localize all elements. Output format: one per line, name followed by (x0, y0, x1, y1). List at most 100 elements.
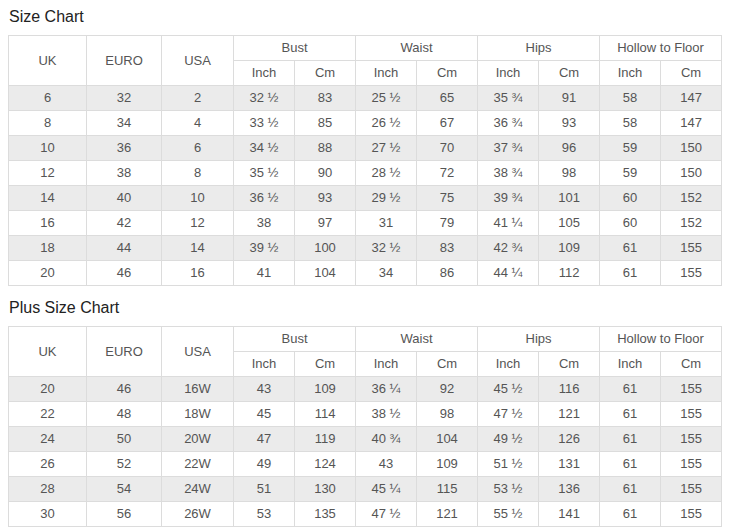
size-chart-table-head: UK EURO USA Bust Waist Hips Hollow to Fl… (9, 36, 722, 86)
table-cell: 109 (417, 452, 478, 477)
table-cell: 155 (661, 477, 722, 502)
table-row: 1642123897317941 ¼10560152 (9, 211, 722, 236)
table-cell: 92 (417, 377, 478, 402)
table-cell: 79 (417, 211, 478, 236)
size-chart-title: Size Chart (9, 8, 722, 26)
table-row: 1238835 ½9028 ½7238 ¾9859150 (9, 161, 722, 186)
table-cell: 26W (162, 502, 234, 527)
table-cell: 46 (87, 377, 162, 402)
table-cell: 98 (417, 402, 478, 427)
table-cell: 98 (539, 161, 600, 186)
table-cell: 85 (295, 111, 356, 136)
column-header-usa: USA (162, 36, 234, 86)
table-cell: 155 (661, 261, 722, 286)
table-row: 632232 ½8325 ½6535 ¾9158147 (9, 86, 722, 111)
table-cell: 109 (539, 236, 600, 261)
table-cell: 83 (295, 86, 356, 111)
table-cell: 86 (417, 261, 478, 286)
column-header-cm: Cm (539, 61, 600, 86)
table-cell: 109 (295, 377, 356, 402)
column-group-waist: Waist (356, 327, 478, 352)
table-cell: 38 ½ (356, 402, 417, 427)
table-cell: 8 (9, 111, 87, 136)
column-header-cm: Cm (295, 352, 356, 377)
column-header-inch: Inch (600, 61, 661, 86)
column-header-uk: UK (9, 36, 87, 86)
table-cell: 101 (539, 186, 600, 211)
table-cell: 47 ½ (356, 502, 417, 527)
table-cell: 150 (661, 161, 722, 186)
table-cell: 18W (162, 402, 234, 427)
table-cell: 65 (417, 86, 478, 111)
table-cell: 130 (295, 477, 356, 502)
table-cell: 36 ¾ (478, 111, 539, 136)
table-cell: 114 (295, 402, 356, 427)
table-cell: 93 (295, 186, 356, 211)
table-cell: 28 (9, 477, 87, 502)
table-cell: 96 (539, 136, 600, 161)
table-cell: 58 (600, 111, 661, 136)
table-cell: 135 (295, 502, 356, 527)
column-header-cm: Cm (539, 352, 600, 377)
table-cell: 36 ½ (234, 186, 295, 211)
table-cell: 16 (9, 211, 87, 236)
table-cell: 34 ½ (234, 136, 295, 161)
table-cell: 33 ½ (234, 111, 295, 136)
table-cell: 83 (417, 236, 478, 261)
table-cell: 6 (9, 86, 87, 111)
column-header-cm: Cm (417, 61, 478, 86)
table-cell: 43 (356, 452, 417, 477)
table-cell: 6 (162, 136, 234, 161)
table-cell: 22 (9, 402, 87, 427)
table-cell: 29 ½ (356, 186, 417, 211)
table-cell: 115 (417, 477, 478, 502)
table-cell: 42 ¾ (478, 236, 539, 261)
table-cell: 61 (600, 477, 661, 502)
size-chart-table: UK EURO USA Bust Waist Hips Hollow to Fl… (8, 35, 722, 286)
column-header-cm: Cm (661, 61, 722, 86)
table-cell: 51 (234, 477, 295, 502)
plus-size-chart-table-head: UK EURO USA Bust Waist Hips Hollow to Fl… (9, 327, 722, 377)
table-cell: 112 (539, 261, 600, 286)
table-cell: 75 (417, 186, 478, 211)
table-cell: 152 (661, 211, 722, 236)
column-header-inch: Inch (234, 352, 295, 377)
table-cell: 51 ½ (478, 452, 539, 477)
table-cell: 24W (162, 477, 234, 502)
table-cell: 53 (234, 502, 295, 527)
table-cell: 34 (87, 111, 162, 136)
table-row: 285424W5113045 ¼11553 ½13661155 (9, 477, 722, 502)
table-row: 204616W4310936 ¼9245 ½11661155 (9, 377, 722, 402)
table-cell: 61 (600, 236, 661, 261)
table-cell: 119 (295, 427, 356, 452)
table-cell: 60 (600, 186, 661, 211)
plus-size-chart-title: Plus Size Chart (9, 299, 722, 317)
table-cell: 30 (9, 502, 87, 527)
table-cell: 39 ½ (234, 236, 295, 261)
table-cell: 61 (600, 402, 661, 427)
table-cell: 31 (356, 211, 417, 236)
table-cell: 45 ¼ (356, 477, 417, 502)
column-header-inch: Inch (478, 352, 539, 377)
table-cell: 116 (539, 377, 600, 402)
table-row: 224818W4511438 ½9847 ½12161155 (9, 402, 722, 427)
column-header-usa: USA (162, 327, 234, 377)
table-cell: 88 (295, 136, 356, 161)
table-cell: 55 ½ (478, 502, 539, 527)
table-cell: 53 ½ (478, 477, 539, 502)
table-cell: 36 ¼ (356, 377, 417, 402)
table-row: 265222W491244310951 ½13161155 (9, 452, 722, 477)
table-cell: 104 (417, 427, 478, 452)
table-cell: 124 (295, 452, 356, 477)
plus-size-chart-table: UK EURO USA Bust Waist Hips Hollow to Fl… (8, 326, 722, 527)
table-cell: 47 ½ (478, 402, 539, 427)
column-header-euro: EURO (87, 36, 162, 86)
plus-size-chart-section: Plus Size Chart UK EURO USA Bust Waist H… (8, 299, 722, 527)
table-cell: 61 (600, 377, 661, 402)
table-cell: 58 (600, 86, 661, 111)
table-cell: 126 (539, 427, 600, 452)
table-row: 305626W5313547 ½12155 ½14161155 (9, 502, 722, 527)
table-row: 245020W4711940 ¾10449 ½12661155 (9, 427, 722, 452)
table-cell: 40 (87, 186, 162, 211)
table-cell: 155 (661, 502, 722, 527)
